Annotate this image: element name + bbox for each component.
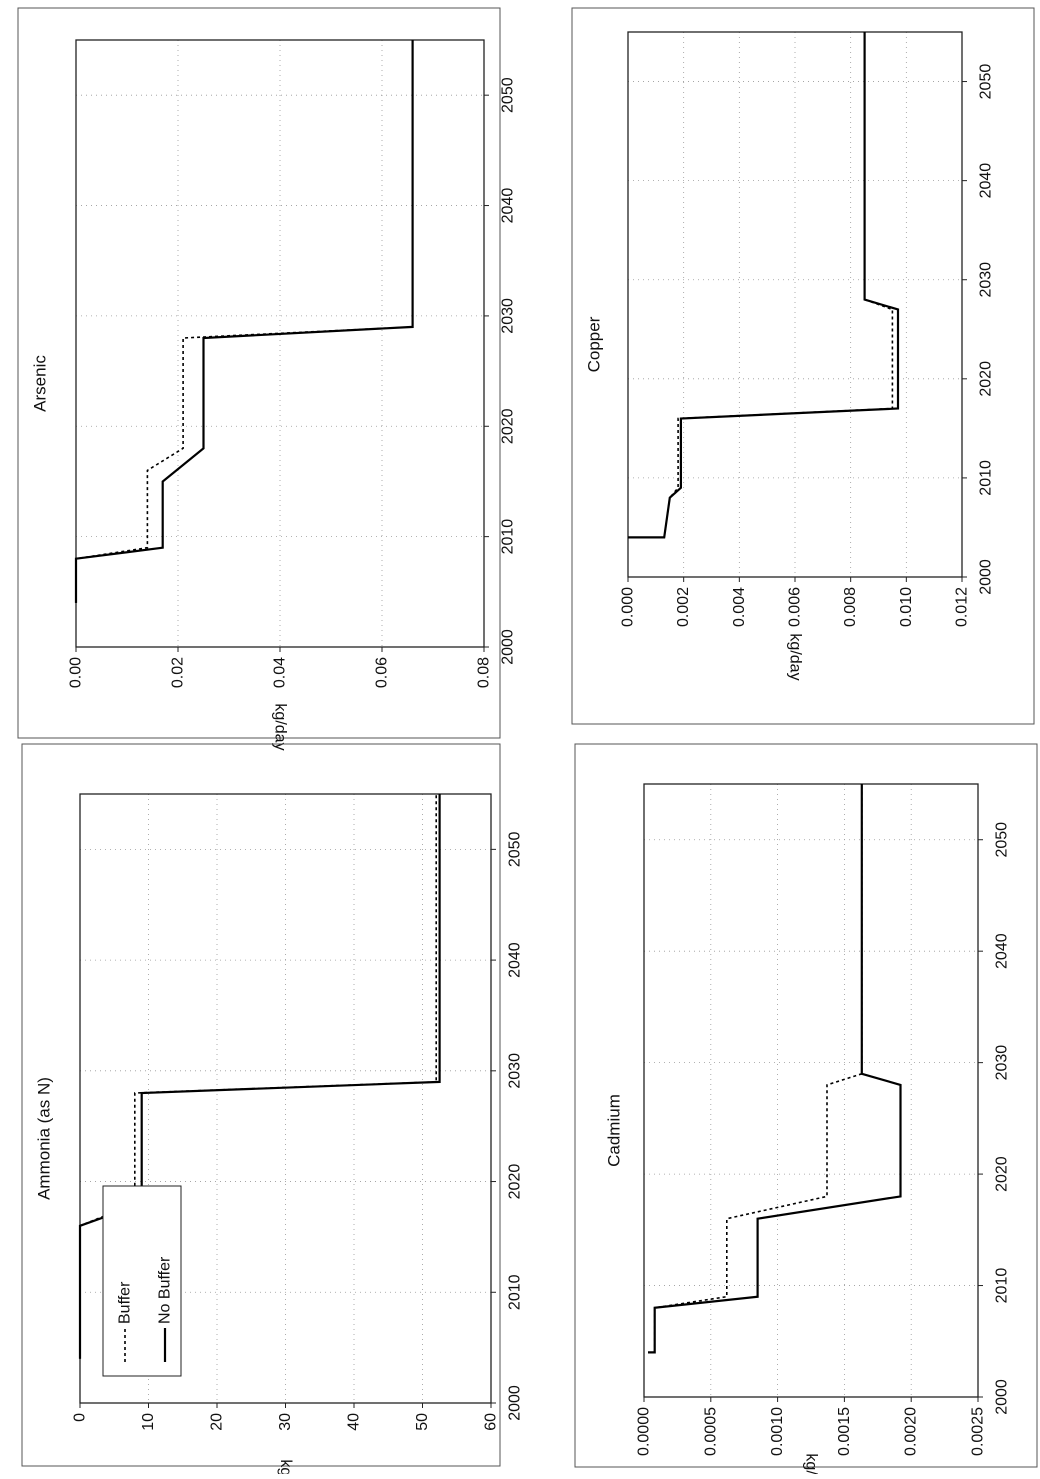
year-tick-label: 2000 [507, 1385, 524, 1421]
value-tick-label: 0.0025 [970, 1407, 987, 1456]
value-tick-label: 0.0020 [903, 1407, 920, 1456]
legend: Buffer No Buffer [102, 1185, 182, 1377]
value-tick-label: 0.0010 [769, 1407, 786, 1456]
series-line-no-buffer [648, 784, 902, 1354]
value-tick-label: 0.010 [898, 587, 915, 627]
year-tick-label: 2050 [994, 822, 1011, 858]
panel-frame [571, 7, 1035, 725]
y-axis-title: kg/day [272, 703, 289, 750]
value-tick-label: 0.0015 [836, 1407, 853, 1456]
year-tick-label: 2040 [500, 188, 517, 224]
legend-label: No Buffer [157, 1256, 174, 1324]
year-tick-label: 2050 [978, 64, 995, 100]
panel-frame [17, 7, 501, 739]
series-line-buffer [648, 784, 863, 1354]
value-tick-label: 0.08 [476, 657, 493, 688]
year-tick-label: 2040 [994, 933, 1011, 969]
year-tick-label: 2020 [994, 1156, 1011, 1192]
value-tick-label: 20 [209, 1413, 226, 1431]
year-tick-label: 2050 [500, 77, 517, 113]
series-line-no-buffer [74, 40, 414, 603]
year-tick-label: 2020 [500, 408, 517, 444]
legend-box [102, 1185, 182, 1377]
plot-border [643, 783, 979, 1398]
value-tick-label: 10 [140, 1413, 157, 1431]
plot-area [644, 784, 978, 1397]
year-tick-label: 2040 [978, 163, 995, 199]
value-tick-label: 0.012 [954, 587, 971, 627]
value-tick-label: 30 [277, 1413, 294, 1431]
value-tick-label: 0 [72, 1413, 89, 1422]
chart-title: Ammonia (as N) [35, 1077, 54, 1200]
panel-frame [574, 743, 1038, 1468]
year-tick-label: 2010 [994, 1268, 1011, 1304]
chart-title: Arsenic [31, 355, 50, 412]
year-tick-label: 2000 [500, 629, 517, 665]
value-tick-label: 0.0005 [702, 1407, 719, 1456]
plot-area [628, 32, 962, 577]
year-tick-label: 2030 [500, 298, 517, 334]
y-axis-title: kg/day [803, 1453, 820, 1474]
value-tick-label: 0.000 [620, 587, 637, 627]
value-tick-label: 0.006 [787, 587, 804, 627]
year-tick-label: 2030 [507, 1053, 524, 1089]
year-tick-label: 2020 [978, 361, 995, 397]
value-tick-label: 0.02 [170, 657, 187, 688]
chart-panel-1: 2000 2010 2020 2030 2040 2050 0.00 0.02 0.04 0.06… [17, 7, 517, 751]
y-axis-title: kg/day [277, 1459, 294, 1474]
value-tick-label: 0.008 [842, 587, 859, 627]
year-tick-label: 2010 [978, 460, 995, 496]
chart-panel-3: 2000 2010 2020 2030 2040 2050 0.000 0.002 0.004 0… [571, 7, 1035, 725]
chart-panel-4: 2000 2010 2020 2030 2040 2050 0.0000 0.0005 0.00… [574, 743, 1038, 1479]
value-tick-label: 60 [483, 1413, 500, 1431]
year-tick-label: 2000 [978, 559, 995, 595]
value-tick-label: 0.002 [675, 587, 692, 627]
year-tick-label: 2020 [507, 1164, 524, 1200]
chart-panel-2: 2000201020202030204020500102030405060kg/… [21, 743, 524, 1479]
year-tick-label: 2030 [978, 262, 995, 298]
value-tick-label: 0.0000 [636, 1407, 653, 1456]
series-line-no-buffer [78, 794, 441, 1359]
year-tick-label: 2030 [994, 1045, 1011, 1081]
y-axis-title: kg/day [787, 633, 804, 680]
chart-title: Copper [585, 316, 604, 372]
value-tick-label: 0.004 [731, 587, 748, 627]
value-tick-label: 0.06 [374, 657, 391, 688]
value-tick-label: 50 [414, 1413, 431, 1431]
chart-title: Cadmium [605, 1094, 624, 1167]
year-tick-label: 2000 [994, 1379, 1011, 1415]
year-tick-label: 2040 [507, 942, 524, 978]
year-tick-label: 2050 [507, 831, 524, 867]
value-tick-label: 0.04 [272, 657, 289, 688]
panel-frame [21, 743, 501, 1467]
year-tick-label: 2010 [507, 1274, 524, 1310]
value-tick-label: 40 [346, 1413, 363, 1431]
year-tick-label: 2010 [500, 519, 517, 555]
legend-label: Buffer [117, 1281, 134, 1324]
series-line-no-buffer [628, 32, 900, 539]
value-tick-label: 0.00 [68, 657, 85, 688]
